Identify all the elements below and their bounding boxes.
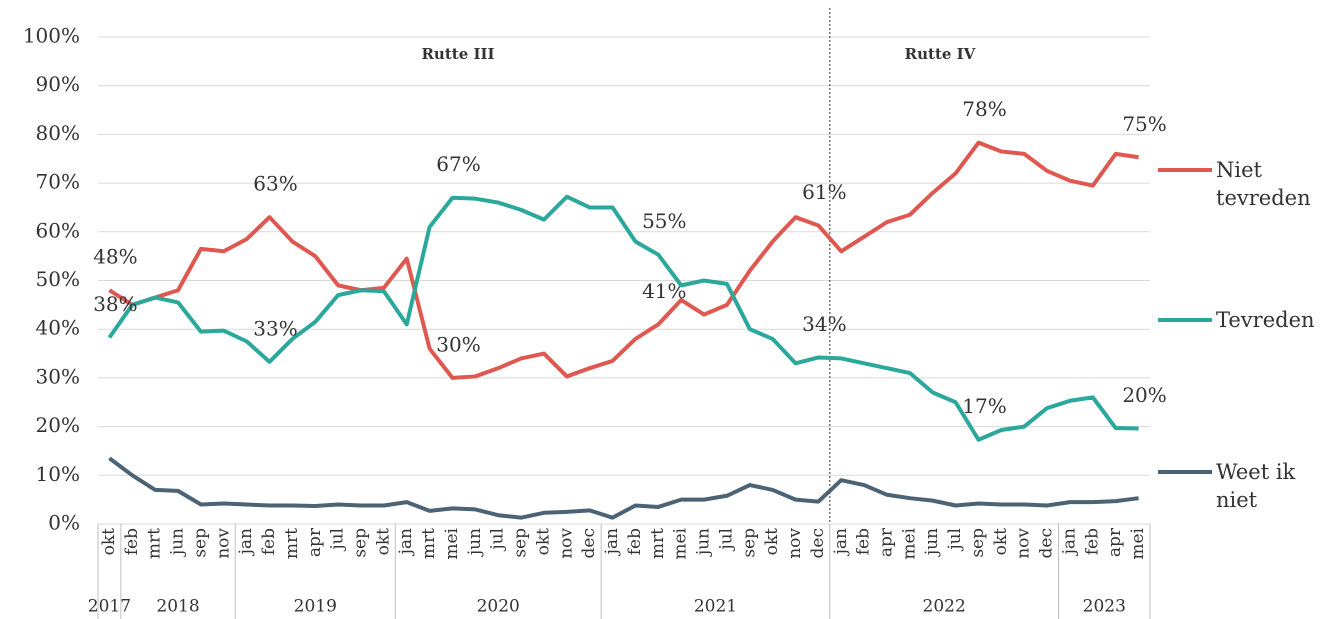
- y-tick-label: 60%: [36, 218, 80, 242]
- x-tick-label: jan: [236, 528, 256, 556]
- x-tick-label: jul: [716, 528, 736, 552]
- x-tick-label: mei: [899, 527, 919, 559]
- x-tick-label: dec: [808, 528, 828, 558]
- series-line: [108, 456, 1139, 520]
- year-label: 2017: [88, 597, 131, 617]
- x-tick-label: okt: [533, 528, 553, 556]
- x-tick-label: feb: [122, 528, 142, 555]
- legend-label: Tevreden: [1216, 308, 1315, 332]
- y-tick-label: 30%: [36, 364, 80, 388]
- data-label: 34%: [802, 312, 846, 336]
- x-tick-label: mrt: [282, 528, 302, 559]
- series-line: [108, 140, 1139, 380]
- x-tick-label: okt: [373, 528, 393, 556]
- x-tick-label: jun: [922, 528, 942, 557]
- x-tick-label: sep: [190, 528, 210, 558]
- x-tick-label: feb: [625, 528, 645, 555]
- data-label: 75%: [1122, 112, 1166, 136]
- year-label: 2019: [294, 597, 337, 617]
- x-tick-label: jul: [328, 528, 348, 552]
- x-tick-label: jun: [694, 528, 714, 557]
- legend-label: Niet tevreden: [1216, 158, 1311, 210]
- y-tick-label: 40%: [36, 316, 80, 340]
- legend-label: Weet ik niet: [1216, 460, 1296, 512]
- x-tick-label: mei: [1128, 527, 1148, 559]
- y-tick-label: 70%: [36, 170, 80, 194]
- x-tick-label: dec: [1037, 528, 1057, 558]
- y-tick-label: 90%: [36, 72, 80, 96]
- x-tick-label: feb: [259, 528, 279, 555]
- x-tick-label: nov: [556, 528, 576, 559]
- x-tick-label: okt: [762, 528, 782, 556]
- x-tick-label: jan: [831, 528, 851, 556]
- x-tick-label: jan: [1059, 528, 1079, 556]
- year-label: 2022: [923, 597, 966, 617]
- data-label: 17%: [962, 394, 1006, 418]
- data-label: 38%: [93, 292, 137, 316]
- annotation: Rutte III: [421, 45, 494, 63]
- data-label: 63%: [253, 172, 297, 196]
- x-tick-label: nov: [1014, 528, 1034, 559]
- year-label: 2023: [1083, 597, 1126, 617]
- data-label: 78%: [962, 97, 1006, 121]
- year-label: 2021: [694, 597, 737, 617]
- x-tick-label: jan: [602, 528, 622, 556]
- y-tick-label: 10%: [36, 462, 80, 486]
- x-tick-label: sep: [968, 528, 988, 558]
- annotation: Rutte IV: [905, 45, 976, 63]
- series-line: [107, 194, 1139, 442]
- x-tick-label: mei: [671, 527, 691, 559]
- x-tick-label: mei: [442, 527, 462, 559]
- x-tick-label: apr: [305, 527, 325, 557]
- year-label: 2018: [156, 597, 199, 617]
- x-tick-label: jun: [465, 528, 485, 557]
- x-tick-label: nov: [785, 528, 805, 559]
- x-tick-label: sep: [511, 528, 531, 558]
- x-tick-label: jun: [168, 528, 188, 557]
- x-tick-label: jan: [396, 528, 416, 556]
- x-tick-label: sep: [351, 528, 371, 558]
- data-label: 55%: [642, 209, 686, 233]
- x-tick-label: mrt: [419, 528, 439, 559]
- x-tick-label: apr: [877, 527, 897, 557]
- data-label: 61%: [802, 180, 846, 204]
- y-tick-label: 20%: [36, 413, 80, 437]
- data-label: 48%: [93, 245, 137, 269]
- x-tick-label: mrt: [648, 528, 668, 559]
- y-tick-label: 100%: [23, 24, 80, 48]
- y-tick-label: 0%: [48, 511, 80, 535]
- data-label: 67%: [436, 152, 480, 176]
- data-label: 30%: [436, 332, 480, 356]
- y-tick-label: 80%: [36, 121, 80, 145]
- year-label: 2020: [477, 597, 520, 617]
- data-label: 20%: [1122, 383, 1166, 407]
- x-tick-label: mrt: [145, 528, 165, 559]
- x-tick-label: nov: [213, 528, 233, 559]
- x-tick-label: feb: [854, 528, 874, 555]
- x-tick-label: okt: [991, 528, 1011, 556]
- x-tick-label: dec: [579, 528, 599, 558]
- y-tick-label: 50%: [36, 267, 80, 291]
- x-tick-label: feb: [1082, 528, 1102, 555]
- x-tick-label: okt: [99, 528, 119, 556]
- data-label: 33%: [253, 316, 297, 340]
- x-tick-label: sep: [739, 528, 759, 558]
- x-tick-label: jul: [945, 528, 965, 552]
- x-tick-label: apr: [1105, 527, 1125, 557]
- x-tick-label: jul: [488, 528, 508, 552]
